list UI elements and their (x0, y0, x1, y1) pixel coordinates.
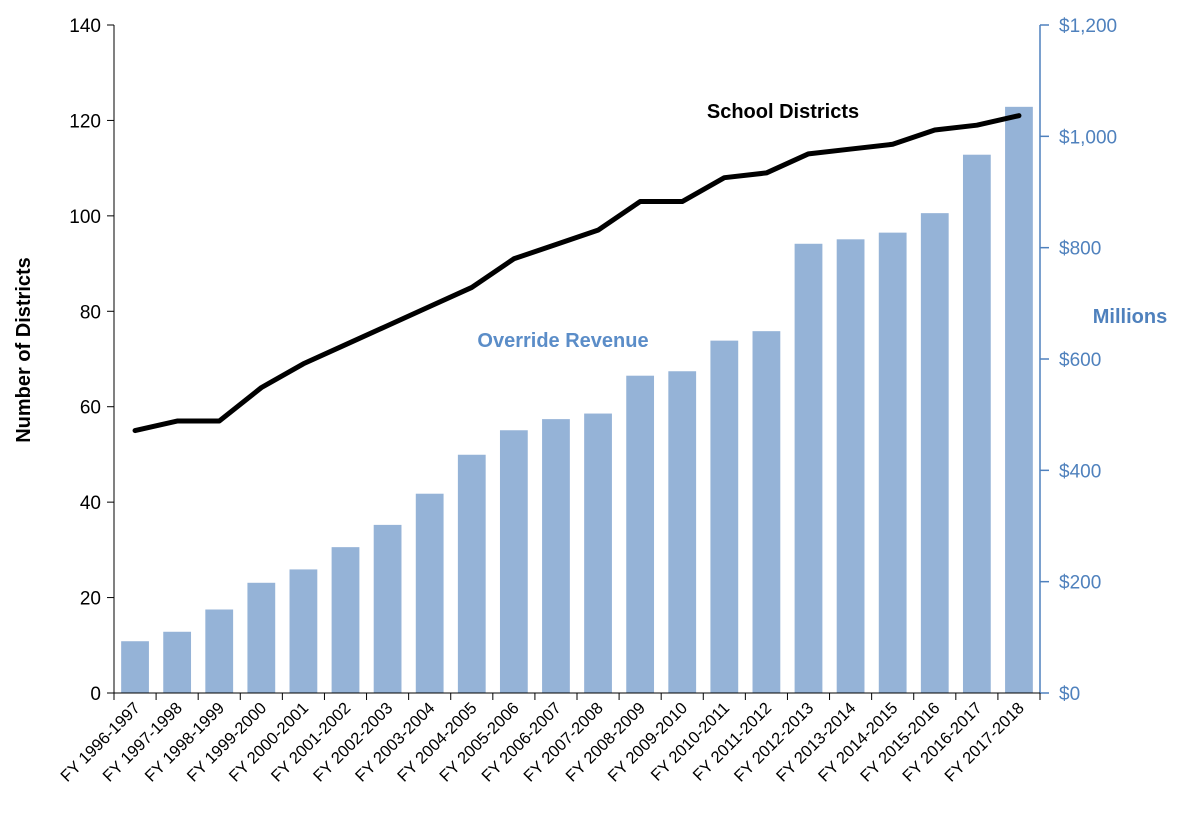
labels-layer: Number of Districts Millions School Distri… (13, 101, 1167, 443)
school-districts-line (132, 113, 1022, 434)
revenue-bar (415, 493, 444, 693)
left-tick-label: 100 (69, 207, 101, 228)
left-tick-label: 80 (80, 302, 101, 323)
right-tick-label: $1,000 (1059, 127, 1117, 148)
revenue-bar (289, 569, 318, 693)
left-tick-label: 20 (80, 589, 101, 610)
right-tick-label: $600 (1059, 350, 1101, 371)
bars-layer (121, 106, 1033, 694)
revenue-bar (836, 239, 865, 694)
revenue-bar (878, 232, 907, 694)
revenue-bar (457, 454, 486, 693)
left-tick-label: 120 (69, 111, 101, 132)
revenue-bar (499, 430, 528, 693)
revenue-bar (542, 419, 570, 693)
revenue-bar (752, 331, 781, 693)
right-tick-label: $0 (1059, 684, 1080, 705)
revenue-bar (247, 582, 276, 693)
revenue-bar (163, 631, 192, 693)
left-tick-label: 0 (90, 684, 101, 705)
override-revenue-label: Override Revenue (477, 330, 648, 352)
right-tick-label: $200 (1059, 573, 1101, 594)
revenue-bar (626, 375, 655, 693)
right-axis-title: Millions (1093, 306, 1167, 328)
left-axis-title: Number of Districts (13, 257, 35, 443)
left-tick-label: 140 (69, 16, 101, 37)
revenue-bar (710, 340, 739, 693)
revenue-bar (1005, 106, 1033, 693)
left-tick-label: 40 (80, 493, 101, 514)
revenue-bar (668, 371, 697, 693)
line-layer (132, 113, 1022, 434)
left-tick-label: 60 (80, 398, 101, 419)
revenue-bar (121, 641, 149, 693)
revenue-bar (373, 524, 402, 693)
revenue-bar (584, 413, 612, 693)
revenue-bar (920, 213, 949, 694)
right-tick-label: $400 (1059, 461, 1101, 482)
right-tick-label: $800 (1059, 239, 1101, 260)
right-tick-label: $1,200 (1059, 16, 1117, 37)
revenue-bar (331, 547, 360, 693)
revenue-bar (962, 154, 991, 693)
revenue-bar (205, 609, 234, 693)
school-districts-label: School Districts (707, 101, 859, 123)
revenue-bar (794, 243, 823, 693)
